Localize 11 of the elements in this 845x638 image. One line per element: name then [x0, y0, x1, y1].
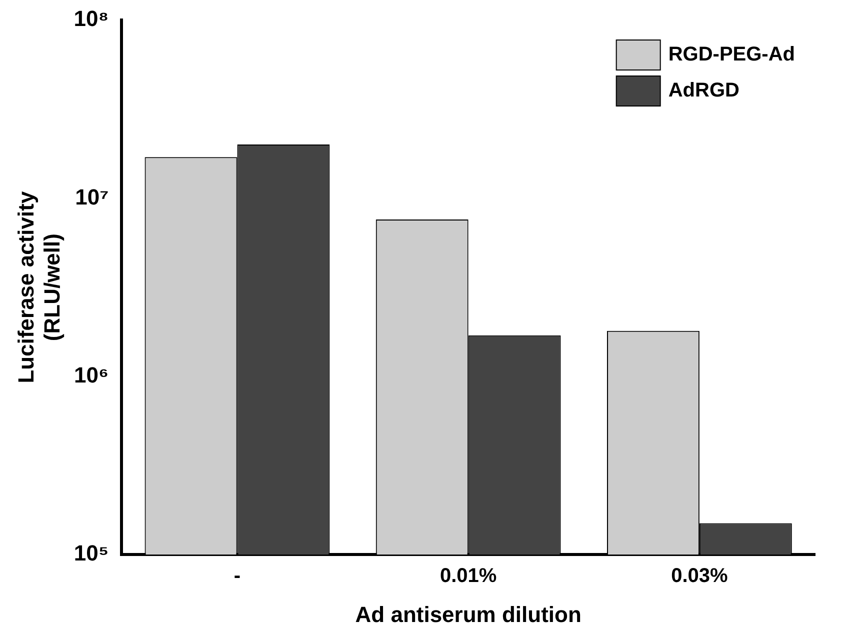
x-tick-label: 0.01% — [440, 565, 497, 588]
y-tick-label: 10⁸ — [74, 6, 109, 32]
x-tick-label: 0.03% — [671, 565, 728, 588]
legend-label: AdRGD — [668, 80, 740, 102]
y-tick-label: 10⁵ — [74, 540, 109, 566]
x-axis-title: Ad antiserum dilution — [355, 602, 582, 627]
y-axis-title: Luciferase activity (RLU/well) — [13, 190, 65, 384]
x-tick-label: - — [234, 565, 241, 588]
y-tick-label: 10⁷ — [75, 184, 109, 210]
y-tick-label: 10⁶ — [74, 362, 109, 388]
legend-label: RGD-PEG-Ad — [668, 44, 796, 66]
